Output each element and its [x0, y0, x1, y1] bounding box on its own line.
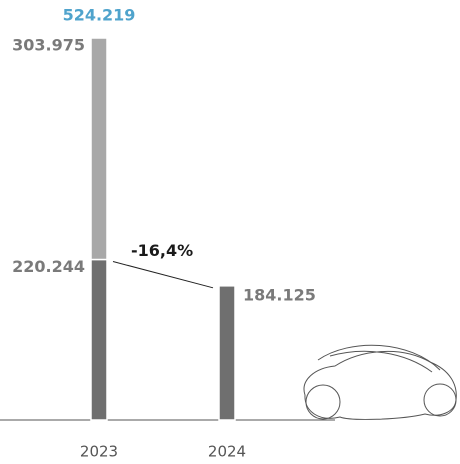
x-tick-label: 2023 — [80, 443, 118, 461]
bar-segment — [90, 258, 108, 421]
change-line — [112, 261, 214, 289]
bar-segment — [218, 285, 236, 421]
value-label: 184.125 — [243, 285, 316, 304]
total-label: 524.219 — [63, 6, 136, 25]
car-illustration — [303, 344, 457, 420]
value-label: 220.244 — [12, 257, 85, 276]
x-tick-label: 2024 — [208, 443, 246, 461]
change-annotation: -16,4% — [131, 241, 193, 260]
bar-segment — [90, 37, 108, 261]
value-label: 303.975 — [12, 36, 85, 55]
